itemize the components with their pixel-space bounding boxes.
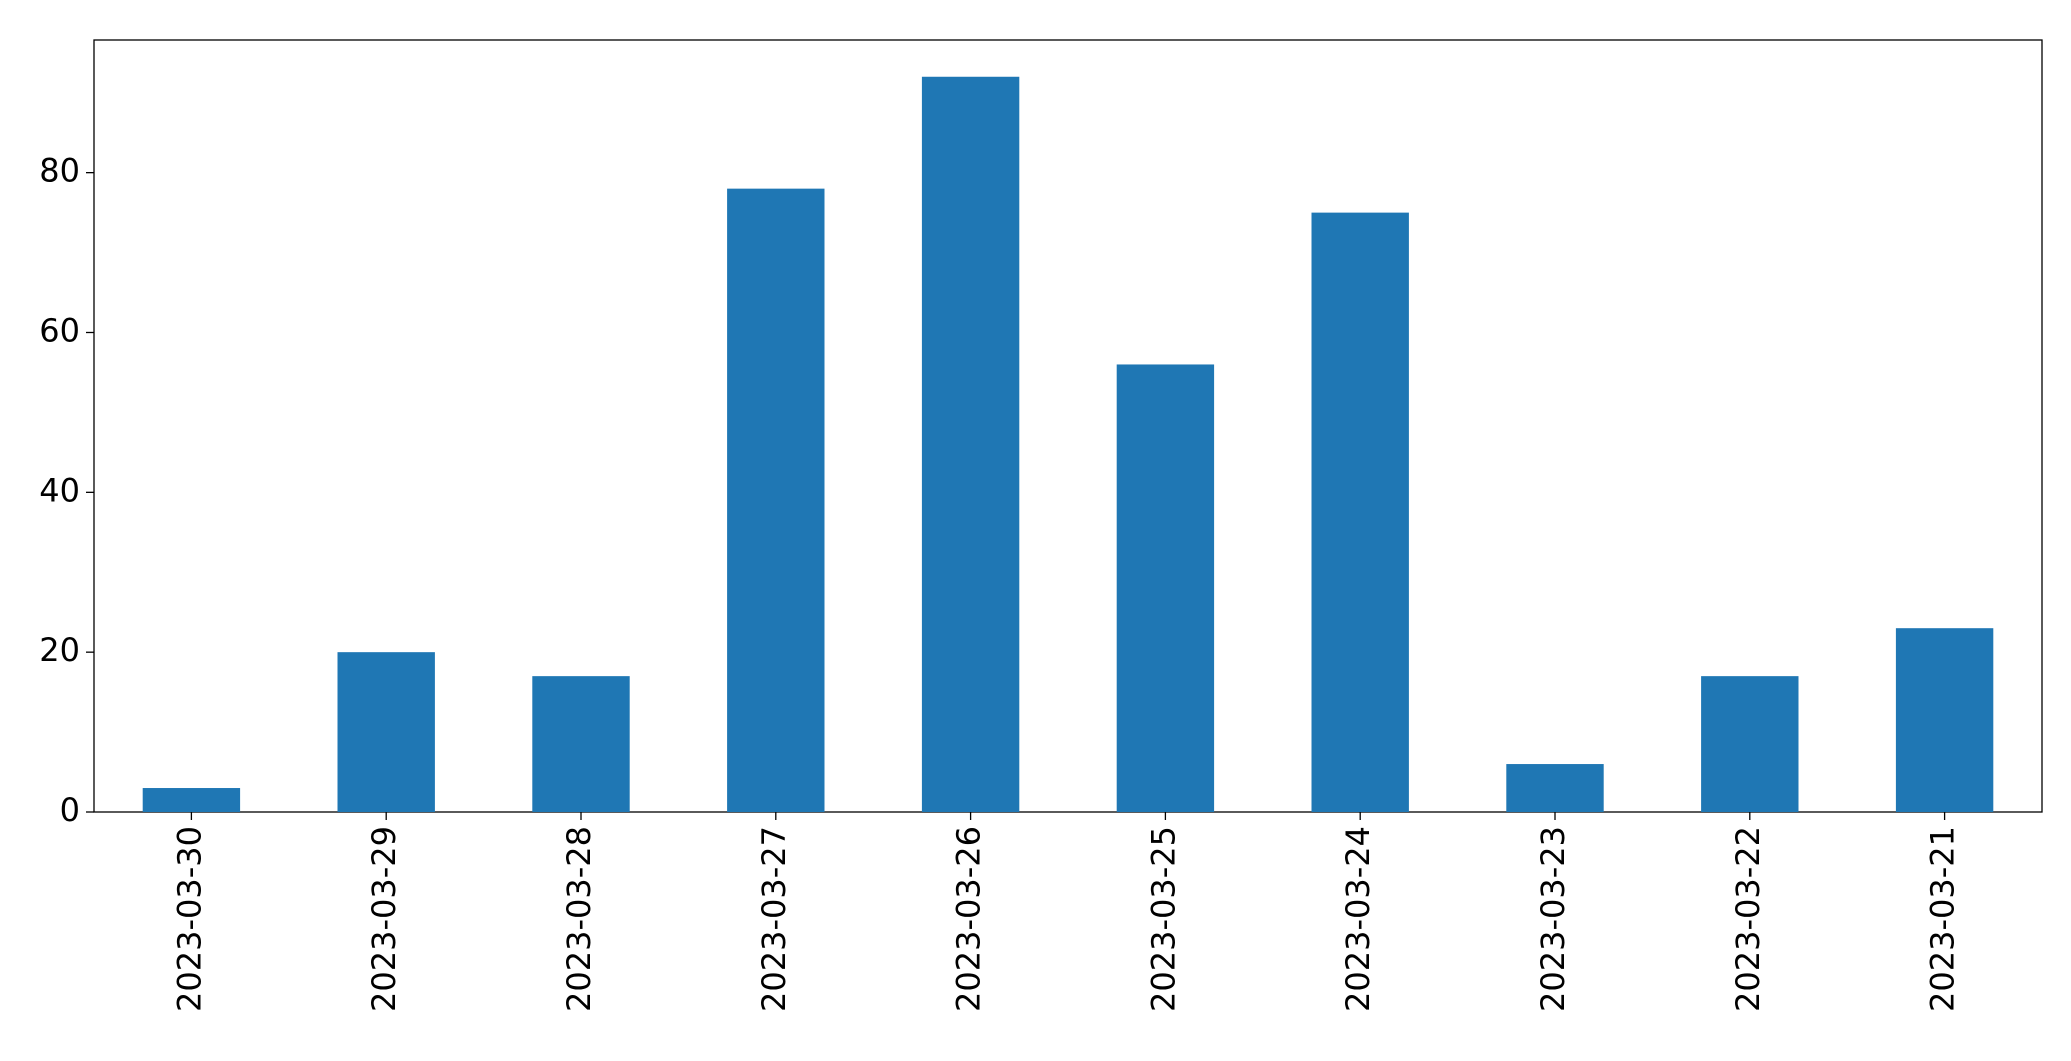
y-tick-label: 20 (39, 631, 80, 669)
plot-frame (93, 39, 2043, 813)
bar (1895, 628, 1994, 812)
bar (727, 188, 825, 812)
y-tick-label: 0 (60, 791, 80, 829)
x-tick-label: 2023-03-29 (365, 826, 403, 1012)
x-tick-label: 2023-03-30 (170, 826, 208, 1012)
bar (1506, 764, 1604, 812)
x-tick-label: 2023-03-28 (560, 826, 598, 1012)
bar (142, 788, 241, 812)
x-tick-label: 2023-03-26 (950, 826, 988, 1012)
bar (1116, 364, 1215, 812)
x-tick-label: 2023-03-21 (1924, 826, 1962, 1012)
x-tick-label: 2023-03-23 (1534, 826, 1572, 1012)
y-tick-label: 80 (39, 152, 80, 190)
y-tick-label: 40 (39, 471, 80, 509)
y-tick-label: 60 (39, 311, 80, 349)
bar (532, 676, 630, 812)
bar (1311, 212, 1409, 813)
x-tick-label: 2023-03-24 (1339, 826, 1377, 1012)
bar (1701, 676, 1799, 812)
x-tick-label: 2023-03-22 (1729, 826, 1767, 1012)
x-tick-label: 2023-03-25 (1144, 826, 1182, 1012)
bar (337, 652, 435, 812)
x-tick-label: 2023-03-27 (755, 826, 793, 1012)
bar (921, 76, 1020, 812)
